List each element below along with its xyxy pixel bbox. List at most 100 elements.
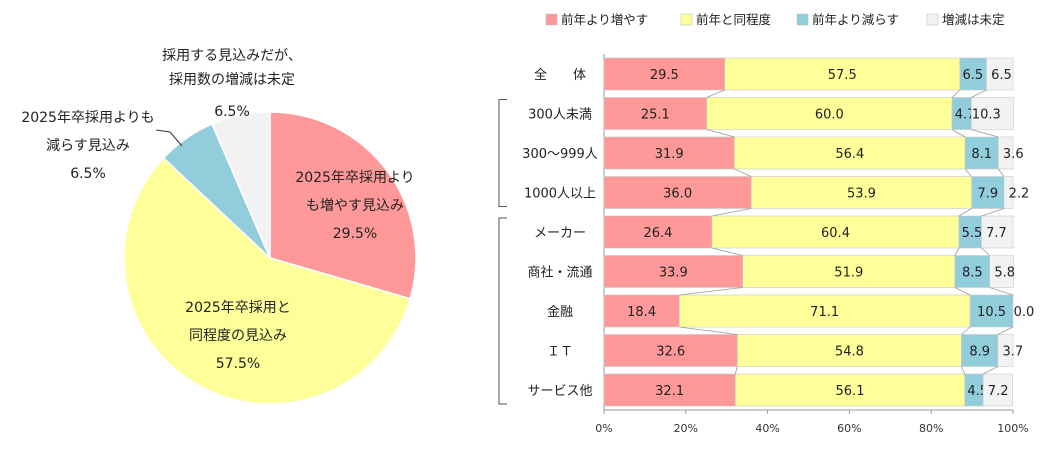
series-line <box>997 326 1014 335</box>
series-line <box>951 129 966 138</box>
legend-swatch <box>796 13 809 26</box>
bar-segment <box>678 294 971 328</box>
series-line <box>711 208 752 217</box>
x-tick-label: 40% <box>755 422 779 435</box>
bar-data-label: 33.9 <box>659 266 688 281</box>
series-lines <box>679 89 1014 375</box>
bar-data-label: 8.5 <box>962 266 983 281</box>
bar-segment <box>969 294 1014 328</box>
series-line <box>971 129 999 138</box>
bar-segment <box>971 176 1005 209</box>
bar-segment <box>742 255 956 288</box>
legend-label: 前年より増やす <box>561 12 648 27</box>
pie-slice-label-line: 減らす見込み <box>46 137 130 154</box>
bar-segment <box>982 373 1013 407</box>
bar-segment <box>1003 176 1014 209</box>
bar-data-label: 0.0 <box>1014 305 1035 320</box>
bar-segment <box>986 57 1014 91</box>
pie-slice <box>269 111 417 300</box>
legend-item: 増減は未定 <box>926 12 1005 27</box>
bar-data-label: 10.5 <box>977 305 1006 320</box>
series-line <box>964 168 972 177</box>
group-bracket <box>498 217 507 405</box>
bar-segment <box>989 255 1014 288</box>
bar-segment <box>997 334 1014 367</box>
group-brackets <box>498 99 507 405</box>
legend-item: 前年より増やす <box>545 12 648 27</box>
bar-data-label: 26.4 <box>644 226 673 241</box>
legend-item: 前年と同程度 <box>680 12 772 27</box>
bar-data-label: 56.4 <box>835 147 864 162</box>
bar-data-label: 5.8 <box>994 266 1015 281</box>
bar-segment <box>603 334 738 367</box>
category-label: ＩＴ <box>547 345 573 360</box>
pie-slice-label-line: 採用する見込みだが、 <box>162 48 302 64</box>
bar-data-label: 51.9 <box>834 266 863 281</box>
pie-slice-label-line: 2025年卒採用よりも <box>21 110 154 126</box>
bar-data-label: 6.5 <box>991 68 1012 83</box>
pie-slice-value: 6.5% <box>214 104 250 120</box>
pie-slice-label-line: も増やす見込み <box>306 198 404 214</box>
series-line <box>961 366 966 375</box>
series-line <box>711 247 743 256</box>
category-label: 300～999人 <box>522 147 598 162</box>
x-tick-label: 60% <box>837 422 861 435</box>
bar-segment <box>603 373 736 407</box>
bar-segment <box>603 57 725 91</box>
bar-row: 1000人以上 36.0 53.9 7.9 2.2 <box>524 176 1029 209</box>
bar-row: 300人未満 25.1 60.0 4.710.3 <box>528 97 1014 130</box>
bar-data-label: 3.7 <box>1003 345 1024 360</box>
pie-slice-label-line: 同程度の見込み <box>189 328 287 344</box>
x-tick-label: 20% <box>674 422 698 435</box>
bar-data-label: 36.0 <box>663 187 692 202</box>
category-label: 全 体 <box>534 67 586 83</box>
bar-segment <box>711 215 960 249</box>
bar-data-label: 56.1 <box>836 384 865 399</box>
bar-data-label: 53.9 <box>847 187 876 202</box>
bar-row: サービス他 32.1 56.1 4.5 7.2 <box>527 373 1013 407</box>
bar-data-label: 31.9 <box>655 147 684 162</box>
bar-data-label: 32.6 <box>656 345 685 360</box>
bar-data-label: 32.1 <box>655 384 684 399</box>
bar-segment <box>734 136 966 170</box>
pie-slice-label-line: 2025年卒採用と <box>185 300 291 316</box>
pie-slice-value: 6.5% <box>70 166 106 182</box>
bar-data-label: 7.7 <box>986 226 1007 241</box>
bar-data-label: 8.9 <box>969 345 990 360</box>
category-label: 金融 <box>547 304 573 320</box>
bar-segment <box>737 334 962 367</box>
series-line <box>981 208 1005 217</box>
bar-segment <box>603 97 707 130</box>
bar-row: メーカー 26.4 60.4 5.5 7.7 <box>534 215 1014 249</box>
bar-row: 金融 18.4 71.1 10.5 0.0 <box>547 294 1035 328</box>
bar-data-label: 5.5 <box>962 226 983 241</box>
legend-label: 増減は未定 <box>942 12 1005 27</box>
bar-data-label: 3.6 <box>1003 147 1024 162</box>
pie-slice-value: 57.5% <box>216 356 260 372</box>
bar-data-label: 60.4 <box>821 226 850 241</box>
bar-row: 300～999人 31.9 56.4 8.1 3.6 <box>522 136 1024 170</box>
bar-data-label: 8.1 <box>971 147 992 162</box>
legend-swatch <box>680 13 693 26</box>
bar-segment <box>961 334 999 367</box>
bar-row: 商社・流通 33.9 51.9 8.5 5.8 <box>527 255 1015 288</box>
category-label: 300人未満 <box>528 108 592 123</box>
series-line <box>679 287 743 296</box>
category-label: メーカー <box>534 226 586 241</box>
series-line <box>982 366 999 375</box>
bar-data-label: 7.9 <box>978 187 999 202</box>
series-line <box>954 247 960 256</box>
pie-slice-value: 29.5% <box>333 226 377 242</box>
series-line <box>958 208 972 217</box>
bar-segment <box>603 215 713 249</box>
pie-slice-label-line: 採用数の増減は未定 <box>169 71 295 88</box>
legend-label: 前年より減らす <box>812 12 899 27</box>
legend-item: 前年より減らす <box>796 12 899 27</box>
legend: 前年より増やす 前年と同程度 前年より減らす 増減は未定 <box>545 12 1005 27</box>
series-line <box>951 89 961 98</box>
